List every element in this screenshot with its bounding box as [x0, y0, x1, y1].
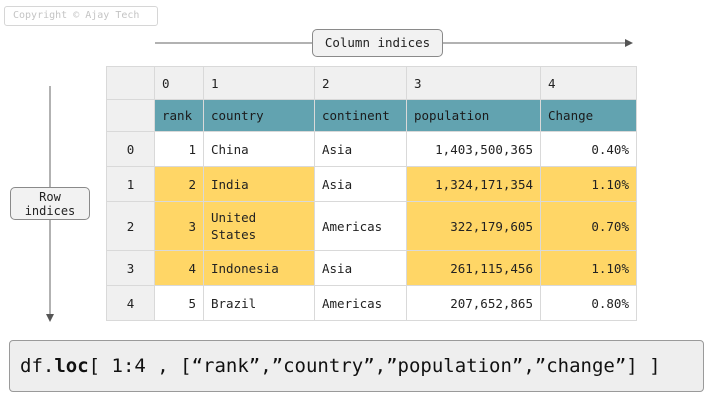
- cell-country: Brazil: [203, 285, 315, 321]
- cell-rank: 2: [154, 166, 204, 202]
- column-index-row: 0 1 2 3 4: [106, 66, 637, 100]
- copyright-label: Copyright © Ajay Tech: [4, 6, 158, 26]
- header-change: Change: [540, 99, 637, 132]
- table-row: 3 4 Indonesia Asia 261,115,456 1.10%: [106, 250, 637, 286]
- table-row: 2 3 United States Americas 322,179,605 0…: [106, 201, 637, 251]
- col-index-0: 0: [154, 66, 204, 100]
- cell-country: India: [203, 166, 315, 202]
- cell-population: 261,115,456: [406, 250, 541, 286]
- cell-continent: Americas: [314, 285, 407, 321]
- cell-change: 0.80%: [540, 285, 637, 321]
- corner-cell: [106, 66, 155, 100]
- code-prefix: df.: [20, 355, 55, 377]
- dataframe-table: 0 1 2 3 4 rank country continent populat…: [106, 66, 637, 321]
- cell-continent: Asia: [314, 131, 407, 167]
- cell-country: United States: [203, 201, 315, 251]
- header-corner-cell: [106, 99, 155, 132]
- row-indices-label-line2: indices: [24, 204, 76, 218]
- cell-change: 1.10%: [540, 166, 637, 202]
- code-suffix: [ 1:4 , [“rank”,”country”,”population”,”…: [88, 355, 661, 377]
- cell-population: 322,179,605: [406, 201, 541, 251]
- row-indices-label-line1: Row: [39, 190, 61, 204]
- cell-rank: 4: [154, 250, 204, 286]
- cell-population: 1,324,171,354: [406, 166, 541, 202]
- cell-change: 0.40%: [540, 131, 637, 167]
- row-index: 2: [106, 201, 155, 251]
- cell-continent: Americas: [314, 201, 407, 251]
- cell-rank: 3: [154, 201, 204, 251]
- row-index: 3: [106, 250, 155, 286]
- cell-population: 1,403,500,365: [406, 131, 541, 167]
- cell-country: Indonesia: [203, 250, 315, 286]
- header-row: rank country continent population Change: [106, 99, 637, 132]
- col-index-3: 3: [406, 66, 541, 100]
- header-rank: rank: [154, 99, 204, 132]
- code-snippet: df.loc[ 1:4 , [“rank”,”country”,”populat…: [9, 340, 704, 392]
- header-country: country: [203, 99, 315, 132]
- cell-rank: 5: [154, 285, 204, 321]
- cell-population: 207,652,865: [406, 285, 541, 321]
- cell-continent: Asia: [314, 250, 407, 286]
- row-index: 1: [106, 166, 155, 202]
- row-indices-label: Row indices: [10, 187, 90, 220]
- col-index-2: 2: [314, 66, 407, 100]
- row-index: 4: [106, 285, 155, 321]
- table-row: 4 5 Brazil Americas 207,652,865 0.80%: [106, 285, 637, 321]
- cell-change: 0.70%: [540, 201, 637, 251]
- header-continent: continent: [314, 99, 407, 132]
- table-row: 0 1 China Asia 1,403,500,365 0.40%: [106, 131, 637, 167]
- cell-country: China: [203, 131, 315, 167]
- header-population: population: [406, 99, 541, 132]
- col-index-1: 1: [203, 66, 315, 100]
- col-index-4: 4: [540, 66, 637, 100]
- table-row: 1 2 India Asia 1,324,171,354 1.10%: [106, 166, 637, 202]
- column-indices-label: Column indices: [312, 29, 443, 57]
- cell-continent: Asia: [314, 166, 407, 202]
- cell-rank: 1: [154, 131, 204, 167]
- cell-change: 1.10%: [540, 250, 637, 286]
- code-keyword: loc: [54, 355, 89, 377]
- row-index: 0: [106, 131, 155, 167]
